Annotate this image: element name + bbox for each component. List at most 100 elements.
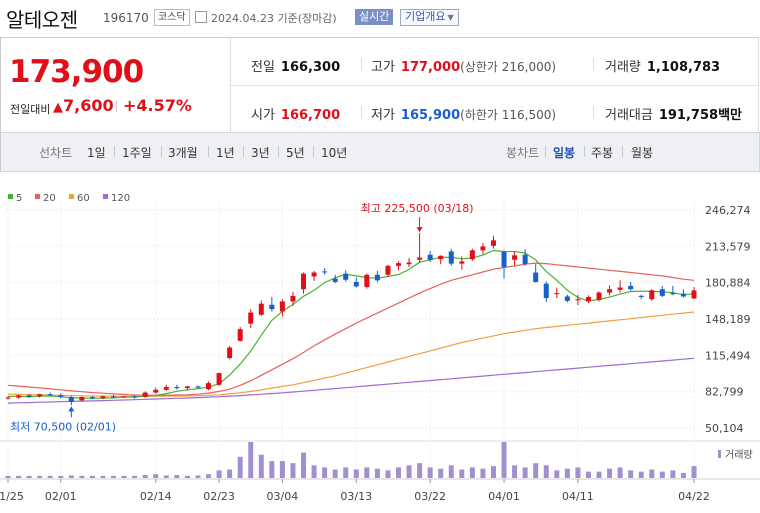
candle-body	[68, 396, 74, 403]
change-label: 전일대비	[10, 103, 51, 116]
legend-swatch-60	[69, 194, 74, 199]
up-triangle-icon: ▲	[53, 100, 63, 115]
x-tick-label: 03/04	[267, 490, 299, 503]
candle-body	[332, 278, 338, 282]
volume-bar	[543, 465, 549, 478]
volume-bar	[649, 469, 655, 478]
volume-bar	[512, 465, 518, 478]
line-chart-label[interactable]: 선차트	[39, 146, 73, 160]
volume-bar	[26, 475, 32, 478]
volume-bar	[480, 468, 486, 478]
volume-bar	[659, 471, 665, 478]
candle-body	[490, 240, 496, 246]
period-1y[interactable]: 1년	[216, 146, 235, 160]
divider	[243, 146, 244, 157]
volume-bar	[596, 471, 602, 478]
realtime-button[interactable]: 실시간	[355, 9, 394, 25]
candle-body	[163, 386, 169, 390]
stock-name: 알테오젠	[6, 8, 78, 32]
volume-bar	[301, 452, 307, 478]
candle-body	[142, 392, 148, 397]
y-tick-label: 213,579	[705, 240, 751, 253]
volume-label: 거래량	[605, 60, 641, 75]
candle-body	[301, 273, 307, 290]
volume-bar	[607, 468, 613, 478]
candle-body	[417, 257, 423, 260]
volume-bar	[417, 463, 423, 478]
candle-body	[248, 312, 254, 324]
divider	[593, 106, 594, 119]
upper-limit: (상한가 216,000)	[460, 60, 557, 74]
legend-swatch-120	[103, 194, 108, 199]
candle-daily[interactable]: 일봉	[553, 146, 576, 160]
volume-bar	[353, 469, 359, 478]
y-tick-label: 148,189	[705, 313, 751, 326]
legend-swatch-20	[35, 194, 40, 199]
volume-bar	[237, 456, 243, 478]
volume-bar	[680, 472, 686, 478]
divider	[278, 146, 279, 157]
trade-value: 거래대금 191,758백만	[605, 104, 742, 123]
ma20-line	[7, 262, 695, 396]
candle-body	[100, 396, 106, 399]
volume-bar	[490, 466, 496, 478]
y-tick-label: 180,884	[705, 277, 751, 290]
legend-label: 20	[43, 193, 56, 204]
volume-bar	[258, 454, 264, 478]
volume-bar	[628, 470, 634, 478]
candle-body	[585, 296, 591, 302]
candle-body	[58, 395, 64, 397]
period-10y[interactable]: 10년	[321, 146, 348, 160]
company-info-dropdown[interactable]: 기업개요 ▼	[400, 9, 459, 26]
period-1w[interactable]: 1주일	[122, 146, 152, 160]
volume-bar	[68, 475, 74, 478]
period-1d[interactable]: 1일	[87, 146, 106, 160]
volume-bar	[16, 475, 22, 478]
trade-value-label: 거래대금	[605, 108, 653, 123]
candle-body	[427, 254, 433, 260]
x-tick-label: 03/13	[340, 490, 372, 503]
volume-bar	[427, 467, 433, 478]
volume-bar	[395, 467, 401, 478]
candle-body	[374, 274, 380, 281]
volume-bar	[37, 475, 43, 478]
company-info-label: 기업개요	[405, 10, 446, 23]
candle-body	[596, 292, 602, 300]
open-label: 시가	[251, 108, 275, 123]
divider	[208, 146, 209, 157]
candle-body	[395, 263, 401, 266]
volume-bar	[79, 475, 85, 478]
candle-body	[269, 304, 275, 310]
candle-body	[448, 251, 454, 264]
candle-chart-label[interactable]: 봉차트	[506, 146, 540, 160]
period-3m[interactable]: 3개월	[168, 146, 198, 160]
open-value: 166,700	[280, 108, 341, 123]
x-tick-label: 03/22	[414, 490, 446, 503]
divider	[545, 146, 546, 157]
candle-body	[206, 383, 212, 390]
divider	[114, 146, 115, 157]
candle-body	[680, 293, 686, 297]
volume-bar	[469, 467, 475, 478]
candle-monthly[interactable]: 월봉	[631, 146, 654, 160]
divider	[361, 106, 362, 119]
candle-body	[438, 255, 444, 260]
volume-bar	[58, 475, 64, 478]
volume-bar	[343, 467, 349, 478]
volume-bar	[406, 465, 412, 478]
period-5y[interactable]: 5년	[286, 146, 305, 160]
candle-weekly[interactable]: 주봉	[591, 146, 614, 160]
candle-body	[132, 396, 138, 398]
change-value: ▲7,600	[53, 96, 114, 115]
volume-bar	[691, 466, 697, 478]
trade-value-unit: 백만	[718, 108, 742, 123]
candle-body	[237, 329, 243, 341]
candle-body	[322, 271, 328, 273]
divider	[622, 146, 623, 157]
candlestick-chart-svg[interactable]: 246,274 213,579 180,884 148,189 115,494 82,79…	[0, 171, 760, 513]
candle-body	[575, 299, 581, 301]
period-3y[interactable]: 3년	[251, 146, 270, 160]
chart-toolbar: 선차트 1일 1주일 3개월 1년 3년 5년 10년 봉차트 일봉 주봉 월봉	[0, 132, 760, 172]
candle-body	[554, 293, 560, 295]
candle-body	[121, 396, 127, 398]
